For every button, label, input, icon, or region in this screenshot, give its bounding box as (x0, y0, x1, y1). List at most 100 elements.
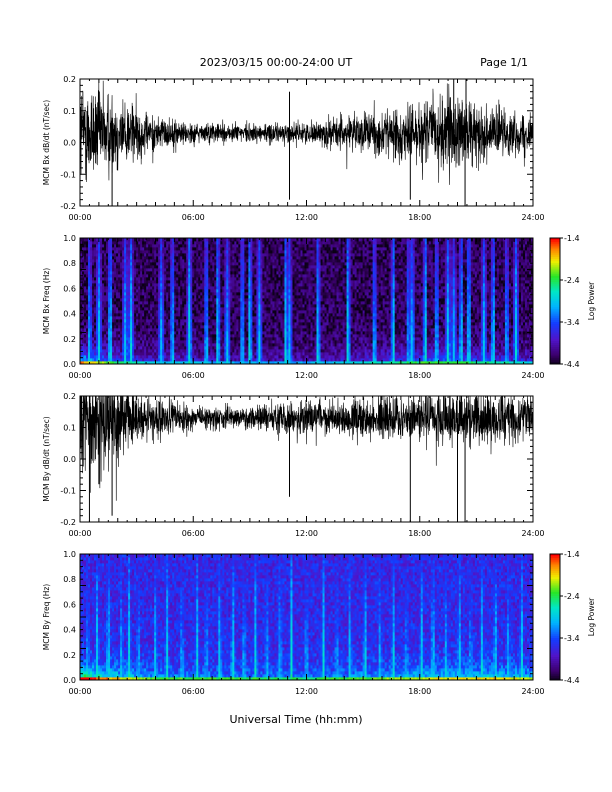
colorbar-swatch (550, 633, 560, 637)
colorbar-swatch (550, 277, 560, 281)
colorbar-swatch (550, 677, 560, 681)
colorbar-swatch (550, 581, 560, 584)
spectrogram-cells (80, 238, 534, 365)
colorbar-swatch (550, 579, 560, 582)
colorbar-swatch (550, 629, 560, 633)
x-axis-label: Universal Time (hh:mm) (230, 713, 363, 726)
figure-title: 2023/03/15 00:00-24:00 UT (200, 56, 353, 69)
y-tick-label: 1.0 (63, 550, 76, 559)
colorbar-swatch (550, 585, 560, 589)
colorbar-swatch (550, 606, 560, 610)
colorbar-swatch (550, 309, 560, 312)
plot-frame (79, 237, 534, 365)
colorbar-swatch (550, 627, 560, 631)
colorbar-tick-label: -3.4 (564, 634, 580, 643)
x-tick-label: 00:00 (68, 529, 91, 538)
colorbar-swatch (550, 267, 560, 270)
colorbar-swatch (550, 587, 560, 591)
bx-waveform-panel: 00:00 06:00 12:00 18:00 24:00 0.2 0.1 0.0 -0.1 -0… (42, 75, 545, 222)
colorbar-swatch (550, 635, 560, 639)
colorbar-swatch (550, 326, 560, 329)
colorbar-swatch (550, 351, 560, 354)
colorbar-swatch (550, 248, 560, 252)
colorbar-swatch (550, 572, 560, 576)
colorbar-swatch (550, 650, 560, 654)
x-tick-label: 18:00 (408, 371, 431, 380)
colorbar-swatch (550, 340, 560, 344)
colorbar-swatch (550, 566, 560, 570)
colorbar-tick-label: -2.4 (564, 592, 580, 601)
colorbar-swatch (550, 317, 560, 321)
y-tick-label: 0.1 (63, 424, 76, 433)
colorbar-swatch (550, 269, 560, 273)
colorbar-swatch (550, 631, 560, 635)
colorbar-swatch (550, 280, 560, 283)
colorbar-swatch (550, 261, 560, 264)
colorbar-swatch (550, 673, 560, 677)
colorbar-swatch (550, 355, 560, 359)
x-tick-label: 24:00 (521, 529, 544, 538)
colorbar-swatch (550, 296, 560, 300)
colorbar-tick-label: -2.4 (564, 276, 580, 285)
spectrogram-cells (80, 554, 534, 681)
colorbar-swatch (550, 349, 560, 352)
x-tick-label: 12:00 (295, 529, 318, 538)
colorbar-swatch (550, 568, 560, 572)
colorbar-swatch (550, 663, 560, 666)
colorbar-swatch (550, 286, 560, 289)
y-tick-label: 0.2 (63, 651, 76, 660)
colorbar-swatch (550, 313, 560, 317)
colorbar-swatch (550, 659, 560, 662)
colorbar-swatch (550, 332, 560, 336)
colorbar-label: Log Power (587, 597, 596, 636)
colorbar-label: Log Power (587, 281, 596, 320)
plot-frame (79, 78, 534, 207)
colorbar-swatch (550, 336, 560, 340)
colorbar-swatch (550, 577, 560, 580)
y-tick-label: 0.4 (63, 310, 76, 319)
x-tick-label: 24:00 (521, 687, 544, 696)
y-axis-label: MCM By dB/dt (nT/sec) (42, 416, 51, 501)
x-tick-label: 00:00 (68, 213, 91, 222)
y-tick-label: 0.0 (63, 676, 76, 685)
colorbar-swatch (550, 338, 560, 342)
colorbar-swatch (550, 554, 560, 557)
colorbar-swatch (550, 242, 560, 245)
y-tick-label: 0.8 (63, 575, 76, 584)
colorbar-tick-label: -3.4 (564, 318, 580, 327)
x-tick-label: 06:00 (182, 371, 205, 380)
colorbar-swatch (550, 642, 560, 645)
colorbar-swatch (550, 322, 560, 325)
colorbar-frame (549, 553, 561, 681)
y-tick-label: 0.1 (63, 107, 76, 116)
waveform-trace (80, 396, 533, 501)
by-waveform-panel: 00:00 06:00 12:00 18:00 24:00 0.2 0.1 0.0 -0.1 -0… (42, 392, 545, 538)
colorbar-swatch (550, 652, 560, 656)
colorbar-swatch (550, 240, 560, 243)
colorbar-swatch (550, 244, 560, 247)
y-tick-label: 0.4 (63, 626, 76, 635)
y-tick-label: 0.2 (63, 335, 76, 344)
colorbar-swatch (550, 265, 560, 268)
colorbar-swatch (550, 303, 560, 306)
colorbar-swatch (550, 250, 560, 254)
x-tick-label: 06:00 (182, 529, 205, 538)
colorbar-swatch (550, 330, 560, 333)
colorbar-swatch (550, 661, 560, 664)
colorbar-swatch (550, 311, 560, 315)
y-axis-label: MCM Bx dB/dt (nT/sec) (42, 100, 51, 185)
y-tick-label: -0.1 (60, 170, 76, 179)
colorbar-swatch (550, 275, 560, 279)
y-axis-label: MCM By Freq (Hz) (42, 584, 51, 650)
by-colorbar: -1.4 -2.4 -3.4 -4.4 Log Power (549, 550, 596, 685)
colorbar-swatch (550, 593, 560, 597)
colorbar-swatch (550, 583, 560, 586)
colorbar-swatch (550, 589, 560, 593)
x-tick-label: 00:00 (68, 687, 91, 696)
colorbar-swatch (550, 294, 560, 298)
colorbar-swatch (550, 328, 560, 331)
colorbar-swatch (550, 610, 560, 614)
colorbar-swatch (550, 614, 560, 618)
colorbar-swatch (550, 604, 560, 607)
colorbar-swatch (550, 284, 560, 287)
